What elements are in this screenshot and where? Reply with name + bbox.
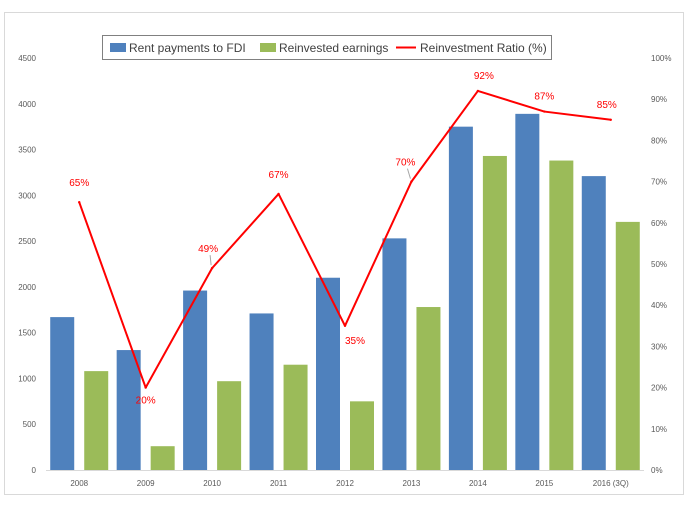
legend-item-rent-payments-swatch <box>110 43 126 52</box>
bars <box>50 113 640 471</box>
legend-box <box>102 35 552 60</box>
ratio-data-label: 87% <box>534 92 554 103</box>
y-right-tick-label: 30% <box>651 342 667 351</box>
ratio-point <box>410 180 413 183</box>
bar-rent-payments <box>448 126 473 471</box>
x-tick-label: 2014 <box>469 479 487 488</box>
ratio-point <box>277 192 280 196</box>
label-leader-line <box>406 168 411 179</box>
y-right-tick-label: 50% <box>651 260 667 269</box>
label-leader-line <box>209 255 212 266</box>
ratio-data-label: 20% <box>136 396 156 407</box>
y-left-tick-label: 2000 <box>18 283 36 292</box>
y-right-tick-label: 90% <box>651 95 667 104</box>
y-left-tick-label: 1500 <box>18 329 36 338</box>
bar-reinvested-earnings <box>482 155 507 470</box>
y-left-tick-label: 2500 <box>18 237 36 246</box>
data-labels: 65% 20% 49% 67% 35% 70% 92% 87% 85% <box>69 71 617 407</box>
legend-item-reinvestment-ratio-label: Reinvestment Ratio (%) <box>420 41 547 55</box>
legend-item-reinvested-earnings-label: Reinvested earnings <box>279 41 388 55</box>
y-right-tick-label: 60% <box>651 219 667 228</box>
bar-reinvested-earnings <box>217 381 242 470</box>
bar-reinvested-earnings <box>549 160 574 470</box>
ratio-point <box>543 110 546 113</box>
y-left-tick-label: 0 <box>32 466 37 475</box>
y-left-tick-label: 500 <box>23 420 37 429</box>
bar-rent-payments <box>50 317 75 470</box>
bar-rent-payments <box>183 290 208 470</box>
y-right-tick-label: 20% <box>651 384 667 393</box>
ratio-point <box>343 324 347 327</box>
y-right-tick-label: 70% <box>651 178 667 187</box>
axes: 0 500 1000 1500 2000 2500 3000 3500 4000 4500 0% 10… <box>18 54 671 488</box>
bar-rent-payments <box>581 176 606 470</box>
y-left-tick-label: 4000 <box>18 100 36 109</box>
bar-reinvested-earnings <box>615 221 640 470</box>
ratio-data-label: 70% <box>395 158 415 169</box>
bar-reinvested-earnings <box>416 307 441 470</box>
x-tick-label: 2008 <box>70 479 88 488</box>
ratio-data-label: 49% <box>198 244 218 255</box>
y-left-tick-label: 3000 <box>18 191 36 200</box>
x-tick-label: 2012 <box>336 479 354 488</box>
ratio-point <box>144 386 147 389</box>
x-tick-label: 2011 <box>270 479 288 488</box>
y-right-tick-label: 0% <box>651 466 663 475</box>
y-right-tick-label: 10% <box>651 425 667 434</box>
x-tick-label: 2015 <box>535 479 553 488</box>
y-left-tick-label: 1000 <box>18 374 36 383</box>
legend: Rent payments to FDI Reinvested earnings R… <box>102 35 552 60</box>
ratio-data-label: 65% <box>69 178 89 189</box>
x-tick-label: 2013 <box>403 479 421 488</box>
bar-rent-payments <box>382 238 407 470</box>
x-tick-label: 2009 <box>137 479 155 488</box>
bar-reinvested-earnings <box>84 371 109 470</box>
legend-item-reinvested-earnings-swatch <box>260 43 276 52</box>
bar-reinvested-earnings <box>283 364 308 470</box>
ratio-data-label: 85% <box>597 100 617 111</box>
y-right-tick-label: 40% <box>651 301 667 310</box>
y-right-tick-label: 80% <box>651 136 667 145</box>
y-left-tick-label: 4500 <box>18 54 36 63</box>
ratio-data-label: 35% <box>345 336 365 347</box>
ratio-point <box>609 118 612 122</box>
bar-rent-payments <box>116 350 141 470</box>
legend-item-rent-payments-label: Rent payments to FDI <box>129 41 246 55</box>
bar-rent-payments <box>515 113 540 471</box>
ratio-data-label: 67% <box>269 170 289 181</box>
x-tick-label: 2010 <box>203 479 221 488</box>
x-tick-label: 2016 (3Q) <box>593 479 629 488</box>
bar-rent-payments <box>249 313 274 470</box>
ratio-point <box>210 266 214 270</box>
ratio-line <box>78 89 612 389</box>
ratio-point <box>78 201 81 204</box>
bar-reinvested-earnings <box>350 401 374 470</box>
bar-reinvested-earnings <box>150 446 175 470</box>
ratio-data-label: 92% <box>474 71 494 82</box>
y-right-tick-label: 100% <box>651 54 671 63</box>
ratio-point <box>476 89 480 93</box>
y-left-tick-label: 3500 <box>18 146 36 155</box>
